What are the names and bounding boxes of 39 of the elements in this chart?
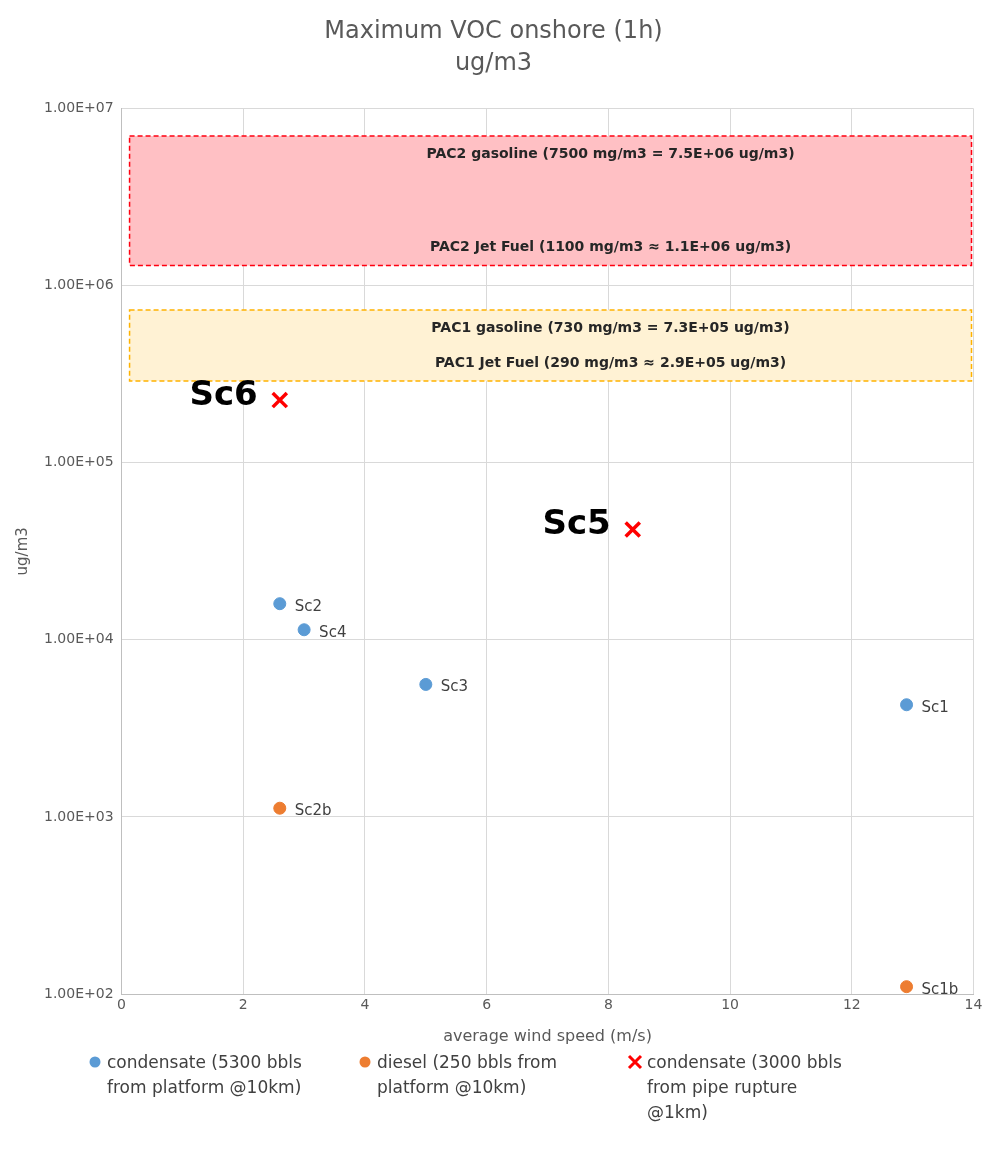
y-tick-label: 1.00E+07: [44, 99, 114, 116]
point: [419, 677, 433, 691]
data-label: Sc2: [294, 596, 323, 615]
chart-subtitle: ug/m3: [454, 48, 533, 77]
y-tick-label: 1.00E+04: [44, 630, 114, 647]
chart-title: Maximum VOC onshore (1h): [324, 15, 663, 44]
x-tick-label: 4: [360, 996, 370, 1013]
point: [623, 520, 642, 539]
point: [297, 623, 311, 637]
x-tick-label: 6: [482, 996, 492, 1013]
y-tick-label: 1.00E+05: [44, 453, 114, 470]
point: [270, 391, 289, 409]
y-axis-title: ug/m3: [12, 527, 31, 576]
x-tick-label: 12: [842, 996, 861, 1013]
x-tick-label: 0: [117, 996, 127, 1013]
text: PAC2 gasoline (7500 mg/m3 = 7.5E+06 ug/m3) PAC2 Jet Fuel (1100 mg/m3 ≈ 1.1E+06 ug/m3): [426, 144, 795, 255]
data-label: Sc1: [921, 697, 949, 716]
data-label: Sc3: [440, 677, 469, 696]
point: [900, 980, 914, 994]
legend-label: diesel (250 bbls from platform @10km): [377, 1051, 559, 1099]
point: [273, 801, 287, 815]
legend-label: condensate (3000 bbls from pipe rupture @1km): [647, 1051, 843, 1124]
x-tick-label: 2: [238, 996, 248, 1013]
text: PAC1 gasoline (730 mg/m3 = 7.3E+05 ug/m3) PAC1 Jet Fuel (290 mg/m3 ≈ 2.9E+05 ug/m3): [431, 318, 790, 370]
point: [900, 698, 914, 712]
x-tick-label: 14: [964, 996, 983, 1013]
y-tick-label: 1.00E+06: [44, 276, 114, 293]
x-tick-label: 10: [721, 996, 739, 1013]
data-label: Sc5: [542, 502, 611, 543]
y-tick-label: 1.00E+02: [44, 984, 114, 1001]
legend-label: condensate (5300 bbls from platform @10km): [107, 1051, 303, 1099]
y-tick-label: 1.00E+03: [44, 807, 114, 824]
data-label: Sc1b: [921, 979, 959, 998]
x-axis-title: average wind speed (m/s): [443, 1025, 652, 1045]
data-label: Sc6: [189, 372, 258, 413]
x-tick-label: 8: [603, 996, 613, 1013]
data-label: Sc4: [319, 622, 347, 641]
data-label: Sc2b: [294, 801, 332, 820]
point: [273, 597, 287, 611]
